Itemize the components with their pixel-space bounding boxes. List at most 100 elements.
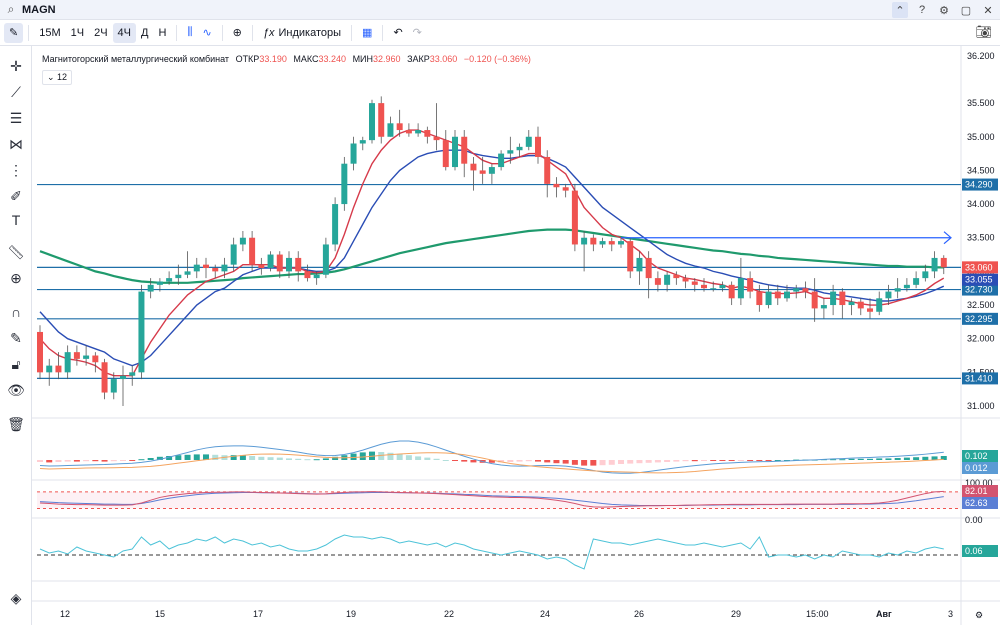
macd-histogram-bar	[673, 460, 680, 462]
pattern-icon[interactable]: ⋈	[9, 135, 23, 152]
question-icon[interactable]: ?	[918, 4, 926, 16]
chart-area[interactable]: 36.200 35.500 35.000 34.500 34.000 33.500 33.0…	[32, 46, 1000, 625]
arrow-head	[943, 231, 952, 245]
zoom-icon[interactable]: ⊕	[10, 269, 22, 286]
trend-line-icon[interactable]: ⟋	[11, 83, 21, 100]
macd-histogram-bar	[286, 458, 292, 460]
interval-4[interactable]: Д	[140, 26, 149, 39]
line-chart-icon[interactable]: ∿	[202, 27, 212, 39]
gear-icon[interactable]: ⚙	[939, 4, 949, 17]
candle-body	[710, 288, 717, 290]
macd-histogram-bar	[129, 460, 136, 461]
macd-histogram-bar	[498, 460, 505, 463]
interval-2[interactable]: 2Ч	[94, 26, 108, 39]
macd-histogram-bar	[885, 458, 892, 460]
pencil-lock-icon[interactable]: ✎	[10, 329, 22, 346]
candle-body	[765, 291, 772, 306]
macd-histogram-bar	[230, 455, 237, 460]
search-icon[interactable]: ⌕	[7, 2, 15, 16]
maximize-icon[interactable]: ▢	[960, 4, 972, 17]
macd-histogram-bar	[719, 460, 726, 461]
legend: Магнитогорский металлургический комбинат…	[42, 54, 531, 64]
drawing-toolbar: ✛ ⟋ ☰ ⋈ ⋮ ✐ T 📏︎ ⊕ ∩ ✎ 🔓︎ 👁︎ 🗑︎ ◈	[0, 46, 32, 625]
level-badge-bg	[962, 372, 998, 385]
candle-body	[83, 355, 90, 359]
macd-histogram-bar	[553, 460, 560, 464]
text-icon[interactable]: T	[11, 212, 21, 228]
close-value: 33.060	[429, 54, 458, 64]
rsi-badge-1: 82.01	[965, 486, 988, 496]
macd-histogram-bar	[747, 460, 754, 461]
chevron-up-icon[interactable]: ⌃	[892, 2, 908, 18]
macd-histogram-bar	[350, 453, 357, 460]
candle-body	[369, 103, 375, 141]
candle-body	[286, 257, 292, 272]
candle-body	[470, 163, 477, 171]
fib-retracement-icon[interactable]: ☰	[9, 109, 23, 126]
trash-icon[interactable]: 🗑︎	[7, 415, 25, 432]
macd-histogram-bar	[193, 454, 200, 460]
rsi-badge-2-bg	[962, 497, 998, 509]
y-tick-label: 32.000	[967, 334, 995, 344]
magnet-icon[interactable]: ∩	[10, 304, 22, 320]
candle-body	[350, 143, 357, 164]
macd-histogram-bar	[212, 454, 219, 460]
candle-body	[599, 241, 606, 245]
interval-1[interactable]: 1Ч	[70, 26, 85, 39]
candle-body	[203, 264, 209, 269]
candle-body	[73, 352, 80, 359]
camera-icon[interactable]: 📷︎	[975, 24, 992, 39]
macd-histogram-bar	[46, 460, 53, 463]
low-label: МИН	[352, 54, 374, 64]
symbol-search[interactable]: MAGN	[22, 3, 56, 16]
candle-body	[405, 130, 412, 134]
x-tick-label: 15:00	[806, 609, 829, 619]
add-icon[interactable]: ⊕	[232, 27, 242, 39]
layout-grid-icon[interactable]: ▦	[362, 27, 373, 39]
macd-histogram-bar	[92, 460, 99, 462]
eye-icon[interactable]: 👁︎	[7, 381, 25, 398]
pencil-icon[interactable]: ✎	[4, 22, 24, 43]
candle-body	[830, 291, 837, 306]
macd-histogram-bar	[359, 452, 366, 460]
brush-icon[interactable]: ✐	[10, 187, 22, 204]
candle-body	[488, 167, 495, 174]
layers-icon[interactable]: ◈	[10, 589, 22, 606]
candles-icon[interactable]: ⫼	[187, 26, 193, 38]
macd-histogram-bar	[322, 458, 329, 460]
rsi-badge-2: 62.63	[965, 498, 988, 508]
lock-icon[interactable]: 🔓︎	[11, 355, 21, 372]
macd-histogram-bar	[249, 456, 256, 460]
candle-body	[839, 291, 846, 306]
x-tick-label: Авг	[876, 609, 892, 619]
indicators-button[interactable]: ƒx Индикаторы	[258, 23, 346, 43]
y-tick-label: 34.000	[967, 199, 995, 209]
divider	[382, 24, 384, 41]
candle-body	[424, 130, 431, 137]
ruler-icon[interactable]: 📏︎	[7, 243, 25, 260]
prediction-icon[interactable]: ⋮	[9, 161, 23, 178]
y-tick-label: 31.500	[967, 367, 995, 377]
level-badge-bg	[962, 312, 998, 325]
close-icon[interactable]: ✕	[983, 4, 993, 17]
window-controls: ⌃ ? ⚙ ▢ ✕	[892, 2, 996, 18]
redo-icon[interactable]: ↷	[412, 27, 422, 39]
macd-histogram-bar	[691, 460, 698, 462]
candle-body	[322, 244, 329, 275]
crosshair-icon[interactable]: ✛	[10, 57, 22, 74]
interval-3[interactable]: 4Ч	[112, 22, 136, 43]
macd-histogram-bar	[276, 457, 283, 460]
ma-toggle[interactable]: ⌄ 12	[42, 70, 73, 85]
high-label: МАКС	[293, 54, 319, 64]
macd-histogram-bar	[544, 460, 551, 463]
interval-0[interactable]: 15М	[39, 26, 61, 39]
candle-body	[359, 140, 366, 144]
interval-5[interactable]: Н	[158, 26, 167, 39]
undo-icon[interactable]: ↶	[393, 27, 403, 39]
y-tick-label: 33.500	[967, 233, 995, 243]
divider	[221, 24, 223, 41]
candle-body	[747, 278, 754, 292]
macd-histogram-bar	[830, 459, 837, 461]
macd-histogram-bar	[295, 458, 302, 460]
candle-body	[654, 278, 661, 285]
